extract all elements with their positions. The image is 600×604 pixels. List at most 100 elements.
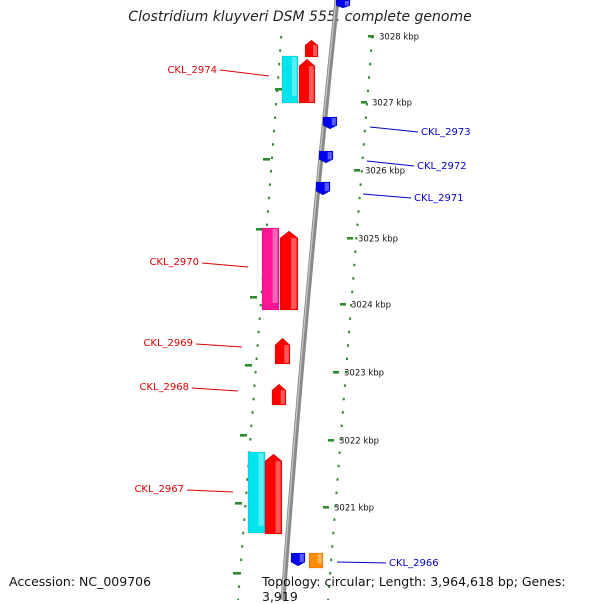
gene-2975-body xyxy=(304,39,319,58)
gene-2968[interactable] xyxy=(271,383,287,406)
gene-2971[interactable] xyxy=(315,181,331,196)
gene-2973-shade xyxy=(331,118,336,126)
gene-2974[interactable] xyxy=(298,58,316,104)
track-tick xyxy=(339,438,342,441)
track-tick xyxy=(336,478,339,481)
gene-label-ckl-2974[interactable]: CKL_2974 xyxy=(167,65,217,76)
gene-2975-shade xyxy=(313,45,317,56)
gene-top-partial[interactable] xyxy=(335,0,351,9)
track-tick xyxy=(265,223,268,227)
gene-2969[interactable] xyxy=(274,337,291,365)
gene-2967[interactable] xyxy=(264,453,283,535)
gene-2968-body xyxy=(271,383,287,406)
track-tick xyxy=(328,585,331,588)
track-tick xyxy=(266,210,269,213)
ruler-tick xyxy=(323,506,329,509)
gene-2974-shade xyxy=(308,66,314,102)
gene-label-leader xyxy=(186,489,234,493)
track-tick xyxy=(255,357,258,361)
gene-2973[interactable] xyxy=(322,116,338,130)
gene-2972[interactable] xyxy=(318,150,334,164)
gene-label-ckl-2968[interactable]: CKL_2968 xyxy=(139,382,189,393)
track-tick xyxy=(351,290,354,294)
gene-2966-shade xyxy=(299,554,304,563)
gene-label-ckl-2973[interactable]: CKL_2973 xyxy=(421,127,471,138)
gene-label-ckl-2970[interactable]: CKL_2970 xyxy=(149,257,199,268)
track-tick xyxy=(271,156,273,160)
gene-2968-shade xyxy=(280,390,285,404)
ruler-label: 3026 kbp xyxy=(365,167,405,177)
track-tick xyxy=(252,397,255,401)
gene-2970-magenta-body xyxy=(261,227,280,311)
track-tick xyxy=(338,451,341,454)
track-tick xyxy=(349,317,352,320)
gene-2975[interactable] xyxy=(304,39,319,58)
track-tick xyxy=(238,585,241,588)
gene-label-ckl-2972[interactable]: CKL_2972 xyxy=(417,161,467,172)
track-tick xyxy=(239,572,242,575)
track-tick xyxy=(268,183,271,186)
gene-2973-body xyxy=(322,116,338,130)
gene-top-partial-body xyxy=(335,0,351,9)
track-tick xyxy=(270,170,272,173)
gene-2970-shade xyxy=(291,238,297,309)
track-tick xyxy=(254,371,257,374)
gene-2974-cyan[interactable] xyxy=(281,55,299,104)
track-tick xyxy=(278,62,281,66)
gene-2970-magenta-shade xyxy=(272,229,278,303)
track-tick xyxy=(359,183,362,186)
gene-2970[interactable] xyxy=(279,230,299,311)
track-tick xyxy=(242,531,245,535)
track-tick xyxy=(333,518,336,521)
track-tick xyxy=(365,103,368,106)
map-title: Clostridium kluyveri DSM 555, complete g… xyxy=(128,9,472,25)
gene-2966[interactable] xyxy=(290,552,306,567)
gene-label-leader xyxy=(336,561,387,564)
inner-major-tick xyxy=(240,434,247,437)
track-tick xyxy=(277,76,280,79)
inner-tick-track xyxy=(237,36,283,600)
gene-label-leader xyxy=(219,69,270,77)
track-tick xyxy=(237,598,240,600)
track-tick xyxy=(367,89,369,93)
track-tick xyxy=(272,143,274,146)
gene-label-ckl-2966[interactable]: CKL_2966 xyxy=(389,558,439,569)
gene-label-ckl-2969[interactable]: CKL_2969 xyxy=(143,338,193,349)
gene-label-ckl-2971[interactable]: CKL_2971 xyxy=(414,193,464,204)
gene-2970-magenta[interactable] xyxy=(261,227,280,311)
track-tick xyxy=(334,505,337,508)
track-tick xyxy=(331,545,334,548)
ruler-label: 3021 kbp xyxy=(334,504,374,514)
track-tick xyxy=(356,223,359,227)
ruler-label: 3024 kbp xyxy=(351,301,391,311)
track-tick xyxy=(274,116,277,119)
ruler-tick xyxy=(361,101,367,104)
track-tick xyxy=(350,304,353,307)
ruler-tick xyxy=(333,371,339,374)
track-tick xyxy=(249,438,252,441)
track-tick xyxy=(259,304,262,307)
track-tick xyxy=(253,384,256,387)
track-tick xyxy=(327,598,330,600)
gene-2966-orange[interactable] xyxy=(308,552,324,569)
inner-major-tick xyxy=(250,296,257,299)
track-tick xyxy=(342,397,345,401)
track-tick xyxy=(369,62,372,66)
ruler-label: 3025 kbp xyxy=(358,235,398,245)
track-tick xyxy=(258,317,261,320)
track-tick xyxy=(240,558,243,562)
track-tick xyxy=(330,558,333,562)
ruler-tick xyxy=(368,35,374,38)
gene-2974-cyan-shade xyxy=(291,57,297,96)
track-tick xyxy=(358,196,361,200)
track-tick xyxy=(267,196,270,200)
track-tick xyxy=(276,89,279,93)
gene-2970-body xyxy=(279,230,299,311)
gene-label-ckl-2967[interactable]: CKL_2967 xyxy=(134,484,184,495)
track-tick xyxy=(250,424,253,428)
gene-2967-cyan[interactable] xyxy=(247,451,266,534)
track-tick xyxy=(256,344,259,347)
inner-major-tick xyxy=(245,364,252,367)
track-tick xyxy=(354,250,357,253)
